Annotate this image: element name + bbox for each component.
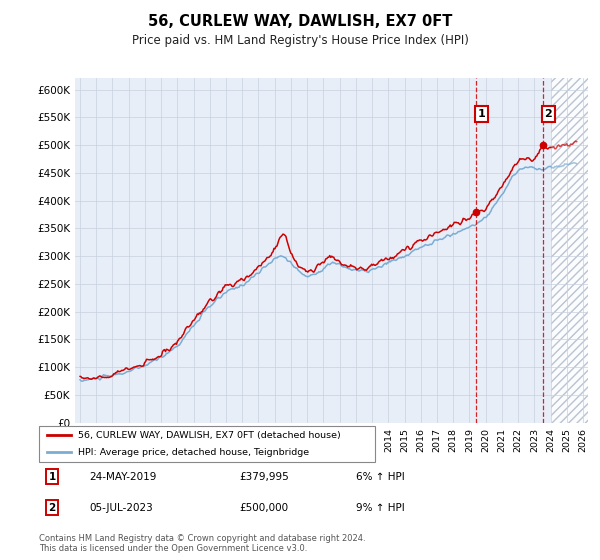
Text: 6% ↑ HPI: 6% ↑ HPI [356, 472, 404, 482]
Text: HPI: Average price, detached house, Teignbridge: HPI: Average price, detached house, Teig… [77, 447, 309, 456]
Text: 2: 2 [49, 502, 56, 512]
Text: £500,000: £500,000 [239, 502, 289, 512]
Text: 9% ↑ HPI: 9% ↑ HPI [356, 502, 404, 512]
Text: £379,995: £379,995 [239, 472, 289, 482]
Text: 56, CURLEW WAY, DAWLISH, EX7 0FT: 56, CURLEW WAY, DAWLISH, EX7 0FT [148, 14, 452, 29]
Text: 1: 1 [477, 109, 485, 119]
FancyBboxPatch shape [39, 426, 375, 462]
Text: 1: 1 [49, 472, 56, 482]
Text: 2: 2 [544, 109, 552, 119]
Text: 56, CURLEW WAY, DAWLISH, EX7 0FT (detached house): 56, CURLEW WAY, DAWLISH, EX7 0FT (detach… [77, 431, 340, 440]
Text: 05-JUL-2023: 05-JUL-2023 [89, 502, 153, 512]
Text: Contains HM Land Registry data © Crown copyright and database right 2024.
This d: Contains HM Land Registry data © Crown c… [39, 534, 365, 553]
Text: Price paid vs. HM Land Registry's House Price Index (HPI): Price paid vs. HM Land Registry's House … [131, 34, 469, 46]
Text: 24-MAY-2019: 24-MAY-2019 [89, 472, 157, 482]
Bar [551, 78, 599, 423]
